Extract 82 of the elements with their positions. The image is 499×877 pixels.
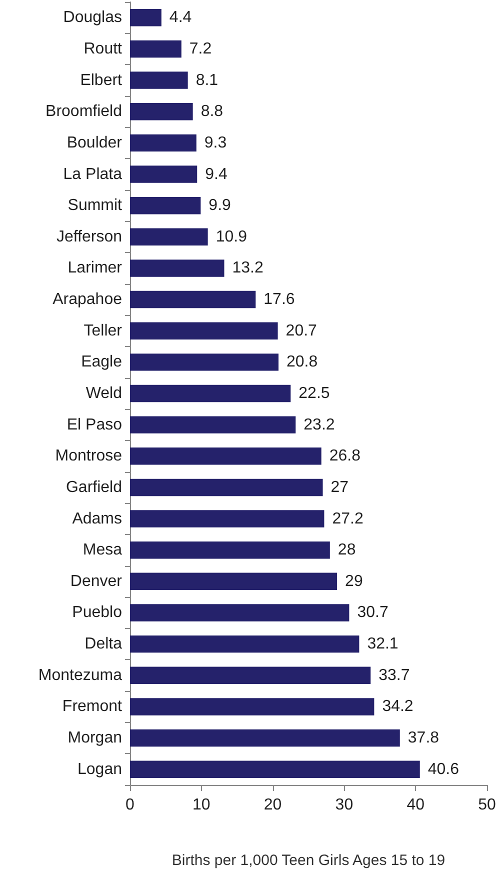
y-tick-label: Eagle (81, 354, 122, 371)
bar (130, 760, 420, 778)
data-label: 33.7 (378, 666, 410, 684)
data-label: 9.9 (208, 197, 232, 214)
bar (130, 698, 374, 716)
bar (130, 604, 350, 622)
y-tick-label: Arapahoe (52, 291, 122, 308)
bar (130, 510, 324, 528)
bar (130, 9, 162, 26)
x-tick-label: 50 (478, 796, 496, 814)
y-tick-label: Denver (70, 572, 123, 590)
y-tick-label: Pueblo (72, 604, 122, 622)
bar (130, 103, 193, 120)
bar (130, 322, 278, 340)
x-tick-label: 10 (192, 796, 210, 814)
y-tick-label: Weld (86, 385, 122, 402)
bar (130, 260, 224, 277)
y-tick-label: Morgan (68, 730, 122, 747)
data-label: 8.1 (196, 72, 218, 89)
data-label: 20.7 (286, 322, 318, 340)
bar (130, 290, 256, 308)
bar (130, 729, 400, 747)
y-tick-label: Logan (78, 760, 122, 778)
x-tick-label: 20 (264, 796, 282, 814)
y-tick-label: El Paso (66, 416, 122, 434)
data-label: 20.8 (286, 354, 318, 371)
y-tick-label: Delta (84, 636, 122, 653)
x-axis-title: Births per 1,000 Teen Girls Ages 15 to 19 (172, 852, 446, 869)
y-tick-label: Summit (68, 197, 123, 214)
bar (130, 134, 196, 152)
y-tick-label: Fremont (62, 698, 123, 716)
bar (130, 666, 371, 684)
x-tick-label: 0 (126, 796, 135, 814)
data-label: 27 (330, 478, 349, 496)
data-label: 32.1 (367, 636, 398, 653)
y-tick-label: Montrose (55, 448, 122, 465)
bar (130, 72, 188, 89)
data-label: 4.4 (169, 9, 192, 26)
bar (130, 541, 330, 559)
data-label: 22.5 (298, 385, 330, 402)
y-tick-label: Boulder (66, 134, 123, 152)
data-label: 23.2 (304, 416, 335, 434)
data-label: 40.6 (428, 760, 460, 778)
data-label: 30.7 (357, 604, 388, 622)
data-label: 9.3 (204, 134, 227, 152)
bar (130, 635, 360, 653)
data-label: 26.8 (329, 448, 361, 465)
data-label: 8.8 (200, 103, 224, 120)
bar (130, 228, 208, 246)
y-tick-label: Montezuma (38, 666, 122, 684)
data-label: 9.4 (205, 166, 228, 183)
bar (130, 166, 198, 183)
y-tick-label: Garfield (66, 478, 122, 496)
data-label: 34.2 (382, 698, 414, 716)
y-tick-label: Routt (84, 40, 123, 58)
y-tick-label: Mesa (82, 542, 122, 559)
y-tick-label: Larimer (68, 260, 123, 277)
y-tick-label: Teller (84, 322, 123, 340)
y-tick-label: La Plata (63, 166, 122, 183)
bar (130, 40, 182, 58)
y-tick-label: Adams (72, 510, 122, 528)
bar (130, 354, 279, 371)
bar (130, 448, 322, 465)
data-label: 13.2 (232, 260, 264, 277)
x-tick-label: 40 (406, 796, 425, 814)
data-label: 37.8 (408, 730, 440, 747)
x-tick-label: 30 (335, 796, 354, 814)
bar (130, 196, 201, 214)
y-tick-label: Douglas (63, 9, 122, 26)
data-label: 29 (345, 572, 363, 590)
data-label: 7.2 (189, 40, 212, 58)
y-tick-label: Jefferson (56, 228, 122, 246)
y-tick-label: Elbert (80, 72, 123, 89)
data-label: 10.9 (216, 228, 248, 246)
data-label: 27.2 (332, 510, 364, 528)
data-label: 28 (338, 542, 356, 559)
bar (130, 572, 338, 590)
bar (130, 384, 291, 402)
y-tick-label: Broomfield (46, 103, 122, 120)
data-label: 17.6 (264, 291, 295, 308)
bar (130, 478, 323, 496)
bar (130, 416, 296, 434)
